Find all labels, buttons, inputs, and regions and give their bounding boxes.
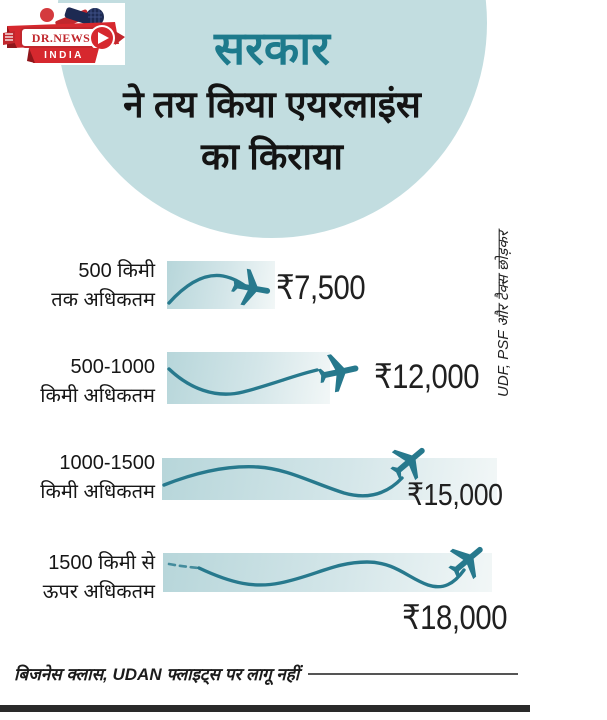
flight-path-curve-4	[167, 560, 466, 589]
airplane-icon-3	[390, 447, 425, 481]
side-note-taxes-excluded: UDF, PSF और टैक्स छोड़कर	[495, 231, 512, 397]
microphone-icons	[40, 7, 104, 30]
title-line-2: ने तय किया एयरलाइंस	[123, 84, 421, 125]
logo-country-text: INDIA	[44, 50, 84, 61]
dr-news-india-logo: DR.NEWS INDIA	[3, 3, 125, 65]
logo-india-banner	[29, 48, 99, 63]
row-label-distance-500-1000: 500-1000 किमी अधिकतम	[40, 356, 155, 407]
flight-path-box-1	[167, 261, 275, 309]
flight-path-box-2	[167, 352, 330, 404]
logo-graphic	[3, 7, 125, 63]
play-button-icon	[89, 25, 115, 51]
flight-path-curve-3	[162, 465, 404, 498]
row-label-distance-1500-plus: 1500 किमी से ऊपर अधिकतम	[42, 552, 155, 603]
fare-value-18000: ₹18,000	[402, 599, 508, 637]
logo-pointer	[115, 31, 125, 45]
fare-value-7500: ₹7,500	[276, 269, 366, 307]
airplane-icon-2	[317, 354, 359, 393]
fare-value-15000: ₹15,000	[407, 477, 503, 512]
title-accent-word: सरकार	[214, 22, 330, 74]
flight-path-curve-2	[167, 367, 319, 396]
bottom-black-bar	[0, 705, 530, 712]
flight-path-curve-1	[167, 273, 250, 305]
footnote-rule	[308, 672, 518, 675]
row-label-distance-1000-1500: 1000-1500 किमी अधिकतम	[40, 452, 155, 503]
footnote-row: बिजनेस क्लास, UDAN फ्लाइट्स पर लागू नहीं	[14, 662, 518, 685]
logo-name-text: DR.NEWS	[31, 31, 91, 45]
fare-value-12000: ₹12,000	[374, 358, 480, 396]
flight-path-box-3	[162, 458, 497, 500]
row-label-distance-500: 500 किमी तक अधिकतम	[51, 260, 155, 311]
footnote-text: बिजनेस क्लास, UDAN फ्लाइट्स पर लागू नहीं	[14, 665, 300, 684]
title-line-3: का किराया	[200, 136, 344, 177]
airplane-icon-1	[231, 268, 271, 306]
header-title-block: सरकार ने तय किया एयरलाइंस का किराया	[40, 0, 504, 180]
flight-path-box-4	[163, 553, 492, 592]
airplane-icon-4	[448, 546, 483, 580]
